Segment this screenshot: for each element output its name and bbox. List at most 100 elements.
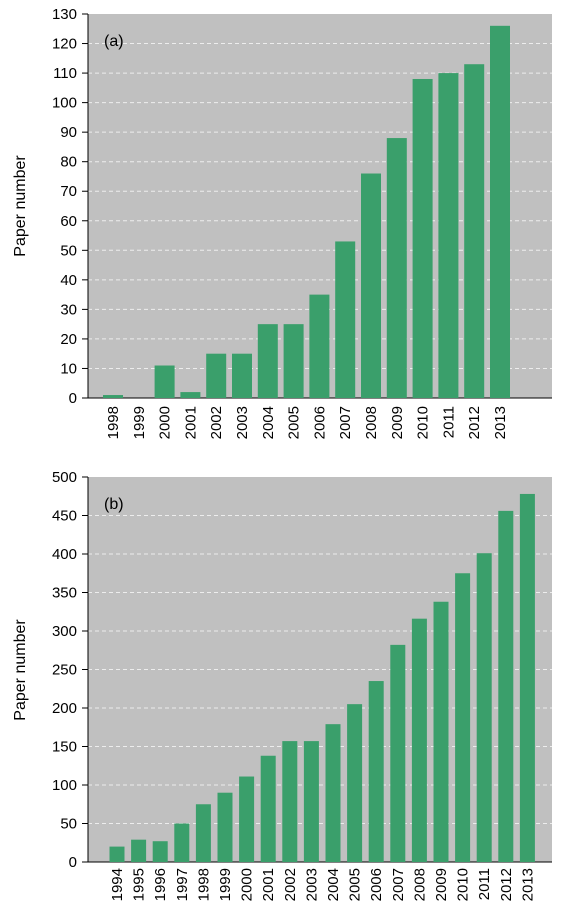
x-tick-label: 2004 — [260, 406, 277, 439]
y-axis-label: Paper number — [12, 155, 29, 257]
y-tick-label: 150 — [52, 739, 77, 756]
x-tick-label: 2012 — [498, 868, 515, 901]
bar-2008 — [411, 618, 427, 862]
y-tick-label: 350 — [52, 585, 77, 602]
bar-2008 — [361, 173, 381, 398]
y-tick-label: 80 — [60, 154, 77, 171]
bar-2004 — [257, 324, 278, 398]
x-tick-label: 2006 — [311, 406, 328, 439]
bar-1994 — [109, 846, 125, 862]
x-tick-label: 1999 — [217, 868, 234, 901]
y-tick-label: 50 — [60, 816, 77, 833]
x-tick-label: 2011 — [476, 868, 493, 900]
x-tick-label: 2007 — [337, 406, 354, 439]
y-tick-label: 20 — [60, 331, 77, 348]
bar-2013 — [519, 493, 535, 862]
y-tick-label: 100 — [52, 777, 77, 794]
x-tick-label: 2002 — [208, 406, 225, 439]
x-tick-label: 2000 — [239, 868, 256, 901]
y-tick-label: 300 — [52, 623, 77, 640]
bar-2004 — [325, 724, 341, 862]
x-tick-label: 2008 — [411, 868, 428, 901]
bar-2011 — [476, 553, 492, 862]
panel-label: (b) — [104, 496, 124, 513]
y-tick-label: 200 — [52, 700, 77, 717]
x-tick-label: 2010 — [455, 868, 472, 901]
bar-2007 — [335, 241, 356, 398]
x-tick-label: 2009 — [389, 406, 406, 439]
bar-2005 — [283, 324, 304, 398]
y-tick-label: 400 — [52, 546, 77, 563]
x-tick-label: 2002 — [282, 868, 299, 901]
bar-2005 — [347, 704, 363, 862]
x-tick-label: 2003 — [234, 406, 251, 439]
x-tick-label: 2004 — [325, 868, 342, 901]
x-tick-label: 1999 — [131, 406, 148, 439]
y-tick-label: 110 — [53, 65, 77, 82]
y-tick-label: 120 — [52, 36, 77, 53]
x-tick-label: 2007 — [390, 868, 407, 901]
x-tick-label: 2013 — [492, 406, 509, 439]
panel-label: (a) — [104, 33, 124, 50]
bar-2006 — [368, 681, 384, 862]
bar-2009 — [433, 601, 449, 862]
x-tick-label: 1996 — [152, 868, 169, 901]
bar-2012 — [464, 64, 485, 398]
bar-2000 — [154, 365, 175, 398]
x-tick-label: 1998 — [195, 868, 212, 901]
bar-2001 — [180, 392, 201, 398]
x-tick-label: 1994 — [109, 868, 126, 901]
y-tick-label: 450 — [52, 508, 77, 525]
y-tick-label: 0 — [69, 854, 77, 871]
x-tick-label: 2005 — [286, 406, 303, 439]
bar-2010 — [455, 573, 471, 862]
x-tick-label: 2012 — [466, 406, 483, 439]
x-tick-label: 2011 — [440, 406, 457, 438]
y-tick-label: 40 — [60, 272, 77, 289]
x-tick-label: 2013 — [519, 868, 536, 901]
bar-2007 — [390, 644, 406, 862]
x-tick-label: 1998 — [105, 406, 122, 439]
x-tick-label: 1997 — [174, 868, 191, 901]
x-tick-label: 2008 — [363, 406, 380, 439]
bar-2009 — [386, 138, 407, 399]
x-tick-label: 2001 — [260, 868, 277, 901]
y-tick-label: 70 — [60, 183, 77, 200]
bar-2002 — [282, 741, 298, 862]
bar-2003 — [303, 741, 319, 862]
bar-2000 — [239, 776, 255, 862]
y-tick-label: 60 — [60, 213, 77, 230]
y-tick-label: 500 — [52, 469, 77, 486]
y-tick-label: 0 — [69, 390, 77, 407]
bar-2003 — [232, 353, 252, 398]
y-tick-label: 130 — [52, 6, 77, 23]
bar-1999 — [217, 792, 233, 862]
x-tick-label: 2000 — [157, 406, 174, 439]
bar-1998 — [103, 395, 123, 398]
y-axis-label: Paper number — [12, 619, 29, 721]
bar-2002 — [206, 353, 227, 398]
y-tick-label: 90 — [60, 124, 77, 141]
chart-panel-a: 0 10 20 30 40 50 60 70 80 90 100 110 120 130 1998 1999 2… — [12, 6, 552, 439]
x-tick-label: 2003 — [303, 868, 320, 901]
y-tick-label: 50 — [60, 242, 77, 259]
x-tick-label: 2005 — [347, 868, 364, 901]
bar-2012 — [498, 510, 514, 862]
bar-2001 — [260, 755, 276, 862]
bar-1998 — [195, 804, 211, 862]
x-tick-label: 2010 — [415, 406, 432, 439]
bar-1997 — [174, 823, 190, 862]
y-tick-label: 10 — [60, 360, 77, 377]
x-tick-label: 2006 — [368, 868, 385, 901]
bar-2006 — [309, 294, 330, 398]
bar-2013 — [490, 25, 510, 399]
bar-2011 — [438, 73, 459, 399]
bar-2010 — [412, 78, 433, 398]
x-tick-label: 1995 — [131, 868, 148, 901]
x-tick-label: 2001 — [182, 406, 199, 439]
bar-1996 — [152, 841, 168, 862]
bar-1995 — [131, 839, 147, 862]
y-tick-label: 250 — [52, 662, 77, 679]
y-tick-label: 30 — [60, 301, 77, 318]
